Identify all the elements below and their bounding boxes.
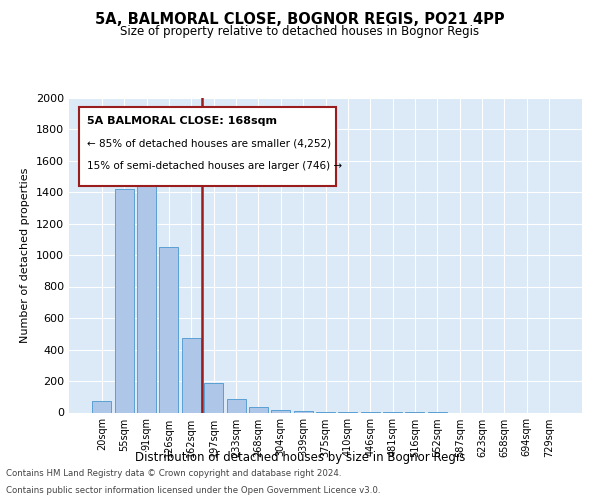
Bar (249, 407, 268, 412)
Text: 5A, BALMORAL CLOSE, BOGNOR REGIS, PO21 4PP: 5A, BALMORAL CLOSE, BOGNOR REGIS, PO21 4… (95, 12, 505, 28)
Bar (204, 384, 223, 412)
Y-axis label: Number of detached properties: Number of detached properties (20, 168, 31, 342)
Text: 5A BALMORAL CLOSE: 168sqm: 5A BALMORAL CLOSE: 168sqm (87, 116, 277, 126)
Bar (92, 400, 112, 412)
FancyBboxPatch shape (79, 107, 336, 186)
Bar (227, 399, 245, 412)
Text: Contains HM Land Registry data © Crown copyright and database right 2024.: Contains HM Land Registry data © Crown c… (6, 468, 341, 477)
Text: ← 85% of detached houses are smaller (4,252): ← 85% of detached houses are smaller (4,… (87, 138, 331, 148)
Text: Distribution of detached houses by size in Bognor Regis: Distribution of detached houses by size … (135, 451, 465, 464)
Bar (293, 411, 313, 412)
Bar (115, 189, 134, 412)
Bar (271, 410, 290, 412)
Bar (160, 247, 178, 412)
Bar (137, 158, 156, 412)
Bar (182, 338, 201, 412)
Text: Contains public sector information licensed under the Open Government Licence v3: Contains public sector information licen… (6, 486, 380, 495)
Text: Size of property relative to detached houses in Bognor Regis: Size of property relative to detached ho… (121, 25, 479, 38)
Text: 15% of semi-detached houses are larger (746) →: 15% of semi-detached houses are larger (… (87, 160, 342, 170)
